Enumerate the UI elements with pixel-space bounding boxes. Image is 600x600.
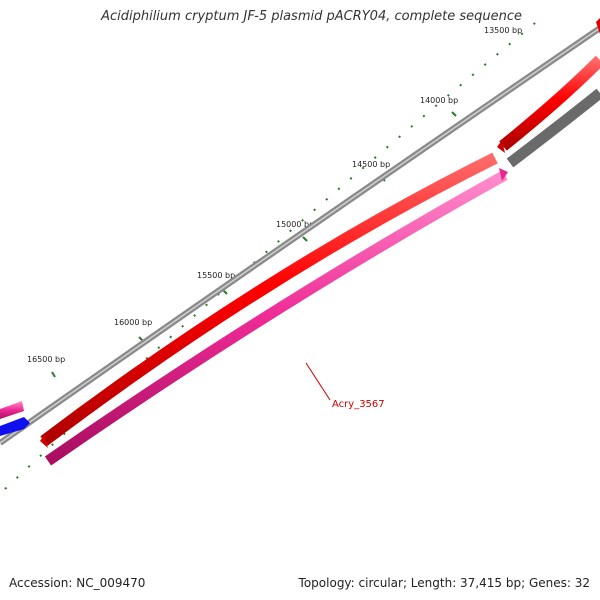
tick-label: 14000 bp [420, 96, 458, 105]
tick-label: 16000 bp [114, 318, 152, 327]
forward-gene-arrow[interactable] [40, 152, 498, 446]
tick-mark [451, 111, 457, 117]
map-title: Acidiphilium cryptum JF-5 plasmid pACRY0… [101, 9, 522, 24]
plasmid-backbone-highlight [0, 27, 600, 444]
left-pink-gene[interactable] [0, 401, 24, 419]
tick-label: 14500 bp [352, 160, 390, 169]
reverse-gene-arrowhead[interactable] [499, 168, 508, 181]
tick-label: 16500 bp [27, 355, 65, 364]
tick-mark [302, 236, 308, 242]
forward-gene-upper[interactable] [499, 55, 600, 151]
tick-mark [51, 371, 56, 378]
accession-text: Accession: NC_009470 [9, 576, 146, 590]
tick-label: 13500 bp [484, 26, 522, 35]
major-tick-marks [51, 111, 457, 378]
reverse-gene-arrow[interactable] [44, 170, 508, 466]
gray-gene-arrow[interactable] [506, 88, 600, 168]
tick-label: 15000 bp [276, 220, 314, 229]
tick-label: 15500 bp [197, 271, 235, 280]
gene-label-leader [305, 362, 331, 401]
left-blue-gene[interactable] [0, 417, 30, 436]
gene-label[interactable]: Acry_3567 [332, 399, 385, 410]
forward-gene-upper-arrowhead[interactable] [497, 140, 505, 153]
tick-labels: 13500 bp 14000 bp 14500 bp 15000 bp 1550… [27, 26, 522, 364]
topology-summary: Topology: circular; Length: 37,415 bp; G… [298, 576, 590, 590]
forward-gene-arrowhead[interactable] [40, 435, 48, 448]
forward-gene-top-edge[interactable] [596, 18, 600, 34]
